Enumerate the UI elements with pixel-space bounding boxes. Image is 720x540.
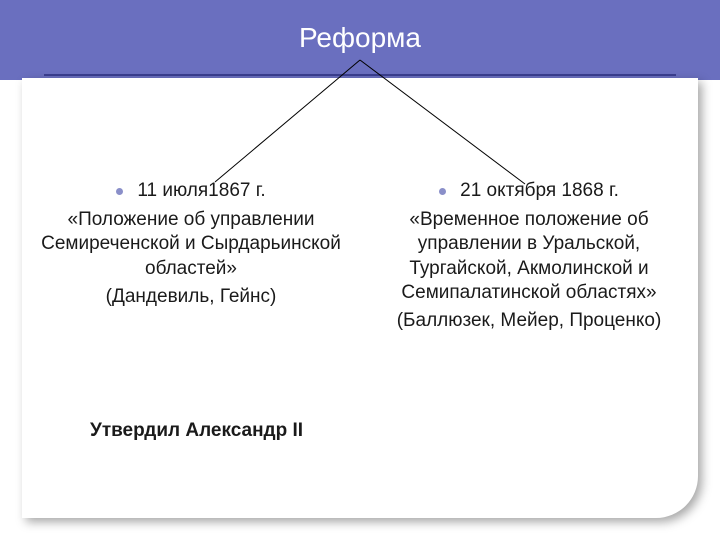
columns-container: 11 июля1867 г. «Положение об управлении … — [22, 180, 698, 334]
left-body: «Положение об управлении Семиреченской и… — [40, 208, 342, 281]
right-body: «Временное положение об управлении в Ура… — [378, 208, 680, 305]
right-authors: (Баллюзек, Мейер, Проценко) — [378, 309, 680, 333]
slide-title: Реформа — [0, 22, 720, 54]
bullet-icon — [116, 188, 123, 195]
header-rule — [44, 74, 676, 76]
approval-text: Утвердил Александр II — [90, 420, 303, 442]
left-date-line: 11 июля1867 г. — [40, 180, 342, 202]
left-date: 11 июля1867 г. — [137, 180, 265, 202]
right-date: 21 октября 1868 г. — [460, 180, 619, 202]
right-date-line: 21 октября 1868 г. — [378, 180, 680, 202]
column-left: 11 июля1867 г. «Положение об управлении … — [22, 180, 360, 334]
left-authors: (Дандевиль, Гейнс) — [40, 285, 342, 309]
column-right: 21 октября 1868 г. «Временное положение … — [360, 180, 698, 334]
bullet-icon — [439, 188, 446, 195]
